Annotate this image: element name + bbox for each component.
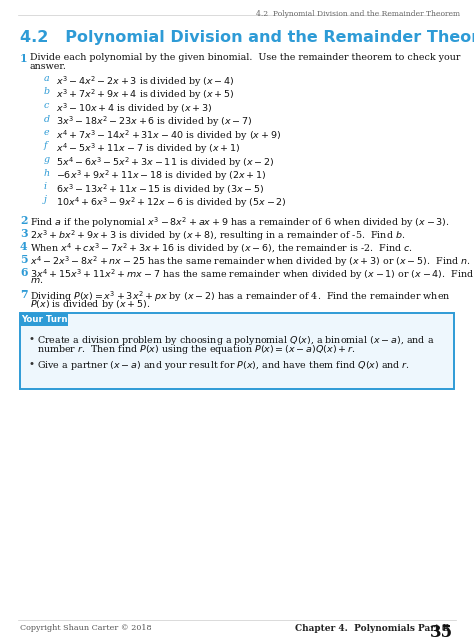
Text: $3x^3 - 18x^2 - 23x + 6$ is divided by $(x - 7)$: $3x^3 - 18x^2 - 23x + 6$ is divided by $… (56, 114, 253, 129)
Text: 1: 1 (20, 53, 27, 64)
Text: $5x^4 - 6x^3 - 5x^2 + 3x - 11$ is divided by $(x - 2)$: $5x^4 - 6x^3 - 5x^2 + 3x - 11$ is divide… (56, 155, 275, 169)
Text: c: c (44, 101, 49, 110)
Text: Divide each polynomial by the given binomial.  Use the remainder theorem to chec: Divide each polynomial by the given bino… (30, 53, 460, 62)
Text: $m$.: $m$. (30, 276, 44, 285)
Text: $x^3 - 10x + 4$ is divided by $(x + 3)$: $x^3 - 10x + 4$ is divided by $(x + 3)$ (56, 101, 212, 116)
Text: 6: 6 (20, 267, 27, 278)
Text: •: • (29, 334, 35, 344)
Text: $3x^4 + 15x^3 + 11x^2 + mx - 7$ has the same remainder when divided by $(x - 1)$: $3x^4 + 15x^3 + 11x^2 + mx - 7$ has the … (30, 267, 474, 282)
Text: 7: 7 (20, 289, 27, 300)
Text: number $r$.  Then find $P(x)$ using the equation $P(x) = (x - a)Q(x) + r$.: number $r$. Then find $P(x)$ using the e… (37, 343, 356, 356)
Text: 35: 35 (430, 624, 453, 639)
Text: $x^4 - 2x^3 - 8x^2 + nx - 25$ has the same remainder when divided by $(x + 3)$ o: $x^4 - 2x^3 - 8x^2 + nx - 25$ has the sa… (30, 254, 471, 268)
FancyBboxPatch shape (20, 313, 68, 326)
Text: 4.2   Polynomial Division and the Remainder Theorem: 4.2 Polynomial Division and the Remainde… (20, 30, 474, 45)
Text: Create a division problem by choosing a polynomial $Q(x)$, a binomial $(x - a)$,: Create a division problem by choosing a … (37, 334, 434, 347)
Text: 3: 3 (20, 228, 27, 239)
Text: a: a (44, 74, 50, 83)
Text: f: f (44, 141, 47, 151)
Text: b: b (44, 88, 50, 96)
Text: answer.: answer. (30, 62, 67, 71)
Text: $-6x^3 + 9x^2 + 11x - 18$ is divided by $(2x + 1)$: $-6x^3 + 9x^2 + 11x - 18$ is divided by … (56, 169, 266, 183)
Text: d: d (44, 114, 50, 123)
Text: 4.2  Polynomial Division and the Remainder Theorem: 4.2 Polynomial Division and the Remainde… (256, 10, 460, 18)
Text: $6x^3 - 13x^2 + 11x - 15$ is divided by $(3x - 5)$: $6x^3 - 13x^2 + 11x - 15$ is divided by … (56, 182, 264, 197)
FancyBboxPatch shape (20, 313, 454, 389)
Text: e: e (44, 128, 50, 137)
Text: $10x^4 + 6x^3 - 9x^2 + 12x - 6$ is divided by $(5x - 2)$: $10x^4 + 6x^3 - 9x^2 + 12x - 6$ is divid… (56, 196, 287, 210)
Text: $x^4 + 7x^3 - 14x^2 + 31x - 40$ is divided by $(x + 9)$: $x^4 + 7x^3 - 14x^2 + 31x - 40$ is divid… (56, 128, 281, 142)
Text: Find $a$ if the polynomial $x^3 - 8x^2 + ax + 9$ has a remainder of 6 when divid: Find $a$ if the polynomial $x^3 - 8x^2 +… (30, 215, 450, 229)
Text: j: j (44, 196, 47, 204)
Text: h: h (44, 169, 50, 178)
Text: •: • (29, 359, 35, 369)
Text: Give a partner $(x - a)$ and your result for $P(x)$, and have them find $Q(x)$ a: Give a partner $(x - a)$ and your result… (37, 359, 410, 372)
Text: 5: 5 (20, 254, 27, 265)
Text: i: i (44, 182, 47, 191)
Text: When $x^4 + cx^3 - 7x^2 + 3x + 16$ is divided by $(x - 6)$, the remainder is -2.: When $x^4 + cx^3 - 7x^2 + 3x + 16$ is di… (30, 241, 413, 256)
Text: $P(x)$ is divided by $(x + 5)$.: $P(x)$ is divided by $(x + 5)$. (30, 298, 150, 311)
Text: Dividing $P(x) = x^3 + 3x^2 + px$ by $(x - 2)$ has a remainder of 4.  Find the r: Dividing $P(x) = x^3 + 3x^2 + px$ by $(x… (30, 289, 451, 304)
Text: $2x^3 + bx^2 + 9x + 3$ is divided by $(x + 8)$, resulting in a remainder of -5. : $2x^3 + bx^2 + 9x + 3$ is divided by $(x… (30, 228, 405, 243)
Text: Chapter 4.  Polynomials Part B: Chapter 4. Polynomials Part B (295, 624, 450, 633)
Text: Your Turn: Your Turn (21, 315, 67, 324)
Text: Copyright Shaun Carter © 2018: Copyright Shaun Carter © 2018 (20, 624, 152, 632)
Text: $x^4 - 5x^3 + 11x - 7$ is divided by $(x + 1)$: $x^4 - 5x^3 + 11x - 7$ is divided by $(x… (56, 141, 241, 156)
Text: $x^3 + 7x^2 + 9x + 4$ is divided by $(x + 5)$: $x^3 + 7x^2 + 9x + 4$ is divided by $(x … (56, 88, 235, 102)
Text: 2: 2 (20, 215, 27, 226)
Text: g: g (44, 155, 50, 164)
Text: 4: 4 (20, 241, 27, 252)
Text: $x^3 - 4x^2 - 2x + 3$ is divided by $(x - 4)$: $x^3 - 4x^2 - 2x + 3$ is divided by $(x … (56, 74, 235, 89)
